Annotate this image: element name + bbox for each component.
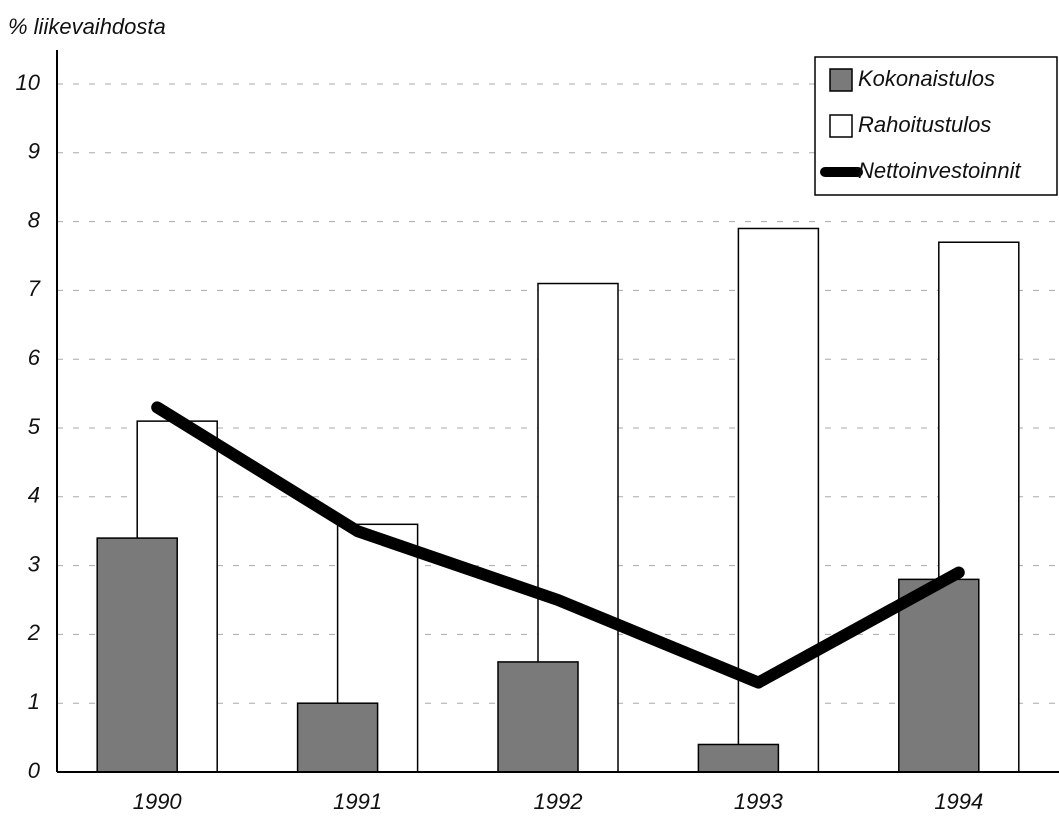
y-tick-label: 5 xyxy=(28,414,41,439)
legend-swatch xyxy=(829,68,853,92)
bar xyxy=(497,661,579,773)
x-tick-label: 1994 xyxy=(934,789,983,814)
bar xyxy=(296,702,379,773)
bar xyxy=(697,743,780,773)
legend-box xyxy=(814,56,1058,196)
bar xyxy=(96,537,178,773)
x-tick-label: 1990 xyxy=(133,789,183,814)
line xyxy=(151,401,965,689)
y-tick-label: 9 xyxy=(28,139,40,164)
x-tick-label: 1993 xyxy=(734,789,784,814)
legend-swatch xyxy=(829,114,853,138)
x-tick-label: 1992 xyxy=(534,789,583,814)
y-tick-label: 1 xyxy=(28,689,40,714)
y-tick-label: 6 xyxy=(28,345,41,370)
legend-label: Rahoitustulos xyxy=(858,112,991,137)
bar xyxy=(737,227,820,773)
y-tick-label: 2 xyxy=(27,620,40,645)
legend-label: Nettoinvestoinnit xyxy=(858,158,1022,183)
legend-label: Kokonaistulos xyxy=(858,66,995,91)
y-tick-label: 0 xyxy=(28,758,41,783)
y-tick-label: 4 xyxy=(28,483,40,508)
bar xyxy=(898,578,980,773)
x-tick-label: 1991 xyxy=(333,789,382,814)
y-tick-label: 10 xyxy=(16,70,41,95)
y-tick-label: 3 xyxy=(28,551,41,576)
y-axis-label: % liikevaihdosta xyxy=(8,14,166,39)
y-tick-label: 7 xyxy=(28,276,41,301)
y-tick-label: 8 xyxy=(28,207,41,232)
